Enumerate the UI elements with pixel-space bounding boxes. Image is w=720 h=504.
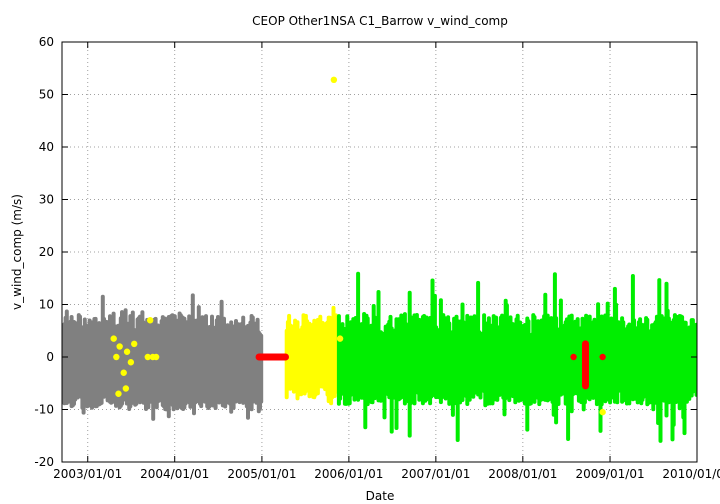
data-point bbox=[152, 353, 160, 361]
data-point bbox=[127, 359, 135, 366]
chart-title: CEOP Other1NSA C1_Barrow v_wind_comp bbox=[252, 14, 508, 28]
y-axis-label: v_wind_comp (m/s) bbox=[10, 194, 24, 310]
series-gray-band bbox=[62, 293, 264, 421]
data-point bbox=[570, 353, 577, 361]
data-point bbox=[599, 353, 606, 361]
series-yellow-band bbox=[284, 305, 341, 406]
y-tick-label: 60 bbox=[39, 35, 54, 49]
x-tick-label: 2010/01/01 bbox=[662, 467, 720, 481]
x-axis-label: Date bbox=[366, 489, 395, 503]
x-tick-label: 2005/01/01 bbox=[227, 467, 296, 481]
data-point bbox=[110, 335, 117, 342]
data-point bbox=[144, 353, 151, 361]
data-point bbox=[115, 390, 122, 397]
x-tick-label: 2003/01/01 bbox=[53, 467, 122, 481]
x-tick-label: 2004/01/01 bbox=[140, 467, 209, 481]
y-tick-label: 20 bbox=[39, 245, 54, 259]
data-point bbox=[116, 343, 123, 350]
data-point bbox=[120, 369, 127, 376]
y-tick-label: 50 bbox=[39, 88, 54, 102]
data-layer bbox=[62, 76, 697, 443]
data-point bbox=[146, 317, 154, 324]
x-tick-label: 2008/01/01 bbox=[488, 467, 557, 481]
series-green-band bbox=[336, 271, 697, 443]
y-tick-label: 40 bbox=[39, 140, 54, 154]
data-point bbox=[122, 385, 130, 392]
x-tick-label: 2009/01/01 bbox=[575, 467, 644, 481]
data-point bbox=[330, 76, 338, 84]
y-tick-label: 30 bbox=[39, 193, 54, 207]
data-point bbox=[336, 335, 344, 342]
y-tick-label: -10 bbox=[34, 403, 54, 417]
y-tick-label: -20 bbox=[34, 455, 54, 469]
data-point bbox=[130, 340, 138, 348]
ticks: -20 -10 0 10 20 30 40 50 60 2003/01/01 2004/01/01 2… bbox=[34, 35, 720, 481]
x-tick-label: 2006/01/01 bbox=[314, 467, 383, 481]
data-point bbox=[599, 408, 606, 416]
y-tick-label: 0 bbox=[46, 350, 54, 364]
y-tick-label: 10 bbox=[39, 298, 54, 312]
data-point bbox=[113, 353, 120, 361]
data-point bbox=[123, 348, 131, 355]
x-tick-label: 2007/01/01 bbox=[401, 467, 470, 481]
